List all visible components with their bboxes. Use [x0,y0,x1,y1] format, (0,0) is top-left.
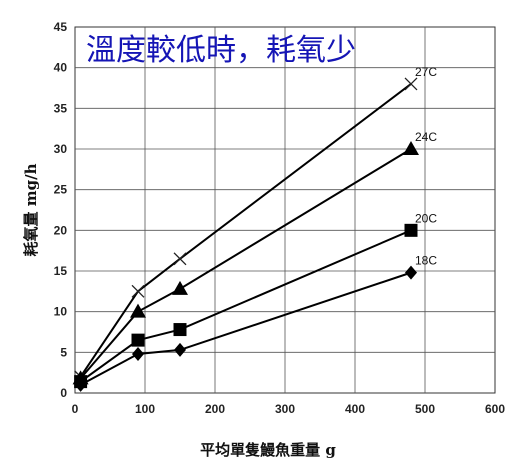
y-tick-label: 30 [54,142,68,156]
series-line [79,148,412,380]
y-tick-label: 15 [54,264,68,278]
grid [75,27,495,393]
y-tick-label: 0 [60,386,67,400]
diamond-marker [174,342,186,357]
y-tick-label: 20 [54,223,68,237]
square-marker [173,323,187,337]
y-tick-label: 45 [54,20,68,34]
diamond-marker [132,346,144,361]
series-label: 20C [415,211,437,225]
series-line [79,83,412,378]
y-axis-label: 耗氧量 mg/h [22,163,40,256]
tick-labels: 0 5 10 15 20 25 30 35 40 45 0 100 200 300 400 500 600 [54,20,506,416]
x-marker [404,77,418,91]
y-tick-label: 25 [54,183,68,197]
x-axis-label: 平均單隻鰻魚重量 g [200,441,336,459]
chart-title: 溫度較低時，耗氧少 [86,33,356,68]
series-label: 18C [415,254,437,268]
x-tick-label: 400 [345,402,365,416]
y-tick-label: 40 [54,61,68,75]
x-marker [173,252,187,266]
series-27C: 27C [74,65,437,384]
x-tick-label: 600 [485,402,505,416]
y-tick-label: 5 [60,345,67,359]
square-marker [131,333,145,347]
x-tick-label: 0 [72,402,79,416]
triangle-marker [403,141,419,155]
x-tick-label: 200 [205,402,225,416]
square-marker [404,223,418,237]
diamond-marker [405,265,417,280]
triangle-marker [130,303,146,318]
y-tick-label: 10 [54,305,68,319]
series-label: 24C [415,130,437,144]
x-marker [131,284,145,298]
triangle-marker [172,280,188,295]
x-tick-label: 100 [135,402,155,416]
series-18C: 18C [74,254,437,392]
series-line [80,271,412,386]
series-line [80,229,412,383]
series-group: 27C 24C 20C 18C [72,65,437,392]
y-tick-label: 35 [54,101,68,115]
x-tick-label: 300 [275,402,295,416]
diamond-marker [74,377,87,392]
series-label: 27C [415,65,437,79]
x-tick-label: 500 [415,402,435,416]
